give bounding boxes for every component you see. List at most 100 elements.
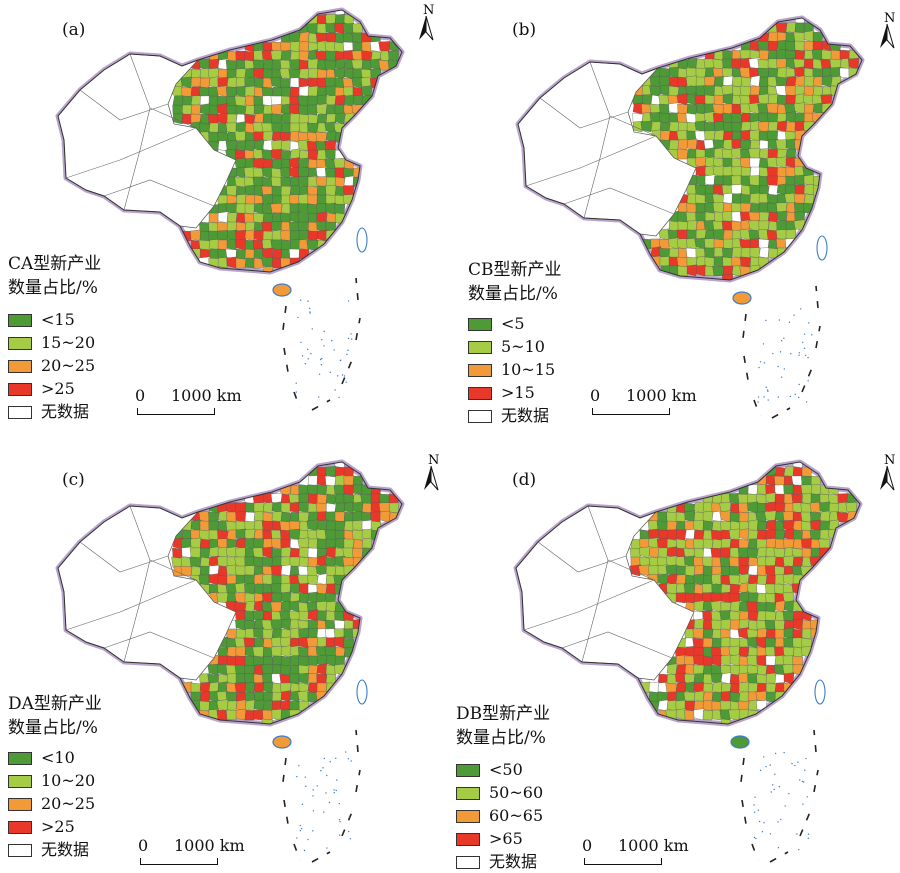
prefecture-region [801,547,813,559]
prefecture-region [298,672,310,685]
prefecture-region [737,547,750,559]
legend-item: <5 [468,313,562,335]
legend-label: >25 [41,817,75,836]
prefecture-region [298,41,310,53]
prefecture-region [270,645,283,658]
islet [338,834,341,836]
national-border [57,461,403,725]
prefecture-region [720,654,732,667]
prefecture-region [298,556,310,568]
prefecture-region [702,709,714,721]
prefecture-region [307,68,319,80]
prefecture-region [675,592,687,604]
prefecture-region [325,601,337,613]
legend-label: >65 [489,829,523,848]
prefecture-region [810,484,822,496]
prefecture-region [828,493,840,505]
prefecture-cells [632,18,860,280]
islet [320,363,323,366]
islet [765,765,767,768]
prefecture-region [298,610,310,622]
prefecture-region [758,148,770,160]
south-china-sea-boundary [742,285,821,419]
province-boundary [537,541,627,573]
legend-label: 15~20 [41,333,96,352]
islet [777,365,779,368]
islet [316,785,318,787]
prefecture-region [361,502,373,514]
legend-label: 60~65 [489,806,544,825]
prefecture-region [713,129,725,142]
islet [339,820,341,823]
prefecture-region [693,538,705,550]
prefecture-region [316,583,328,595]
prefecture-region [740,193,752,205]
province-boundary [607,559,655,581]
prefecture-region [776,67,788,79]
prefecture-region [253,583,265,595]
prefecture-region [792,529,804,541]
prefecture-region [253,682,265,694]
islet [307,838,309,841]
prefecture-region [288,68,301,80]
prefecture-region [729,556,741,568]
islet [308,307,311,310]
prefecture-region [316,601,328,613]
province-boundary [79,541,169,573]
legend-swatch [456,832,480,846]
islet [762,343,765,345]
prefecture-region [244,85,256,98]
islet [318,396,320,398]
prefecture-region [695,67,707,79]
province-boundary [79,89,169,121]
islet [778,319,781,321]
prefecture-region [740,202,752,214]
islet [299,829,302,832]
prefecture-region [307,475,319,487]
prefecture-region [720,691,732,703]
prefecture-region [767,247,779,259]
province-boundary [123,53,151,211]
prefecture-region [334,493,346,505]
islet [312,830,314,832]
prefecture-region [253,229,265,242]
prefecture-region [675,574,687,586]
islet [753,804,755,806]
north-arrow-icon: N [880,453,895,491]
map-panel-c: (c) N DA型新产业 数量占比/% <10 10~20 20~25 >25 … [0,434,450,868]
islet [336,779,338,781]
hainan-island [732,291,752,305]
prefecture-region [298,68,310,80]
scale-distance: 1000 km [174,836,245,855]
legend-label: <15 [41,310,75,329]
islet [336,375,339,377]
prefecture-region [226,50,238,62]
prefecture-region [666,529,678,541]
legend-swatch [8,336,32,350]
prefecture-region [712,265,725,277]
legend-item: 10~15 [468,359,562,381]
north-label: N [428,453,439,468]
prefecture-region [225,59,238,71]
islet [778,785,780,788]
prefecture-region [262,628,274,640]
islet [347,758,350,760]
prefecture-region [729,502,741,514]
prefecture-region [234,95,247,107]
islet [320,769,322,772]
legend-label: 无数据 [489,852,538,871]
scale-bar-line [584,858,662,865]
islet [758,366,760,369]
prefecture-region [758,49,770,61]
prefecture-region [199,538,211,550]
prefecture-region [343,475,355,487]
prefecture-region [244,565,256,577]
islet [770,791,772,793]
prefecture-region [225,122,238,134]
prefecture-region [262,691,274,703]
prefecture-region [262,502,274,514]
prefecture-region [262,646,274,658]
prefecture-region [316,229,328,242]
prefecture-region [325,185,337,197]
legend-label: <10 [41,748,75,767]
